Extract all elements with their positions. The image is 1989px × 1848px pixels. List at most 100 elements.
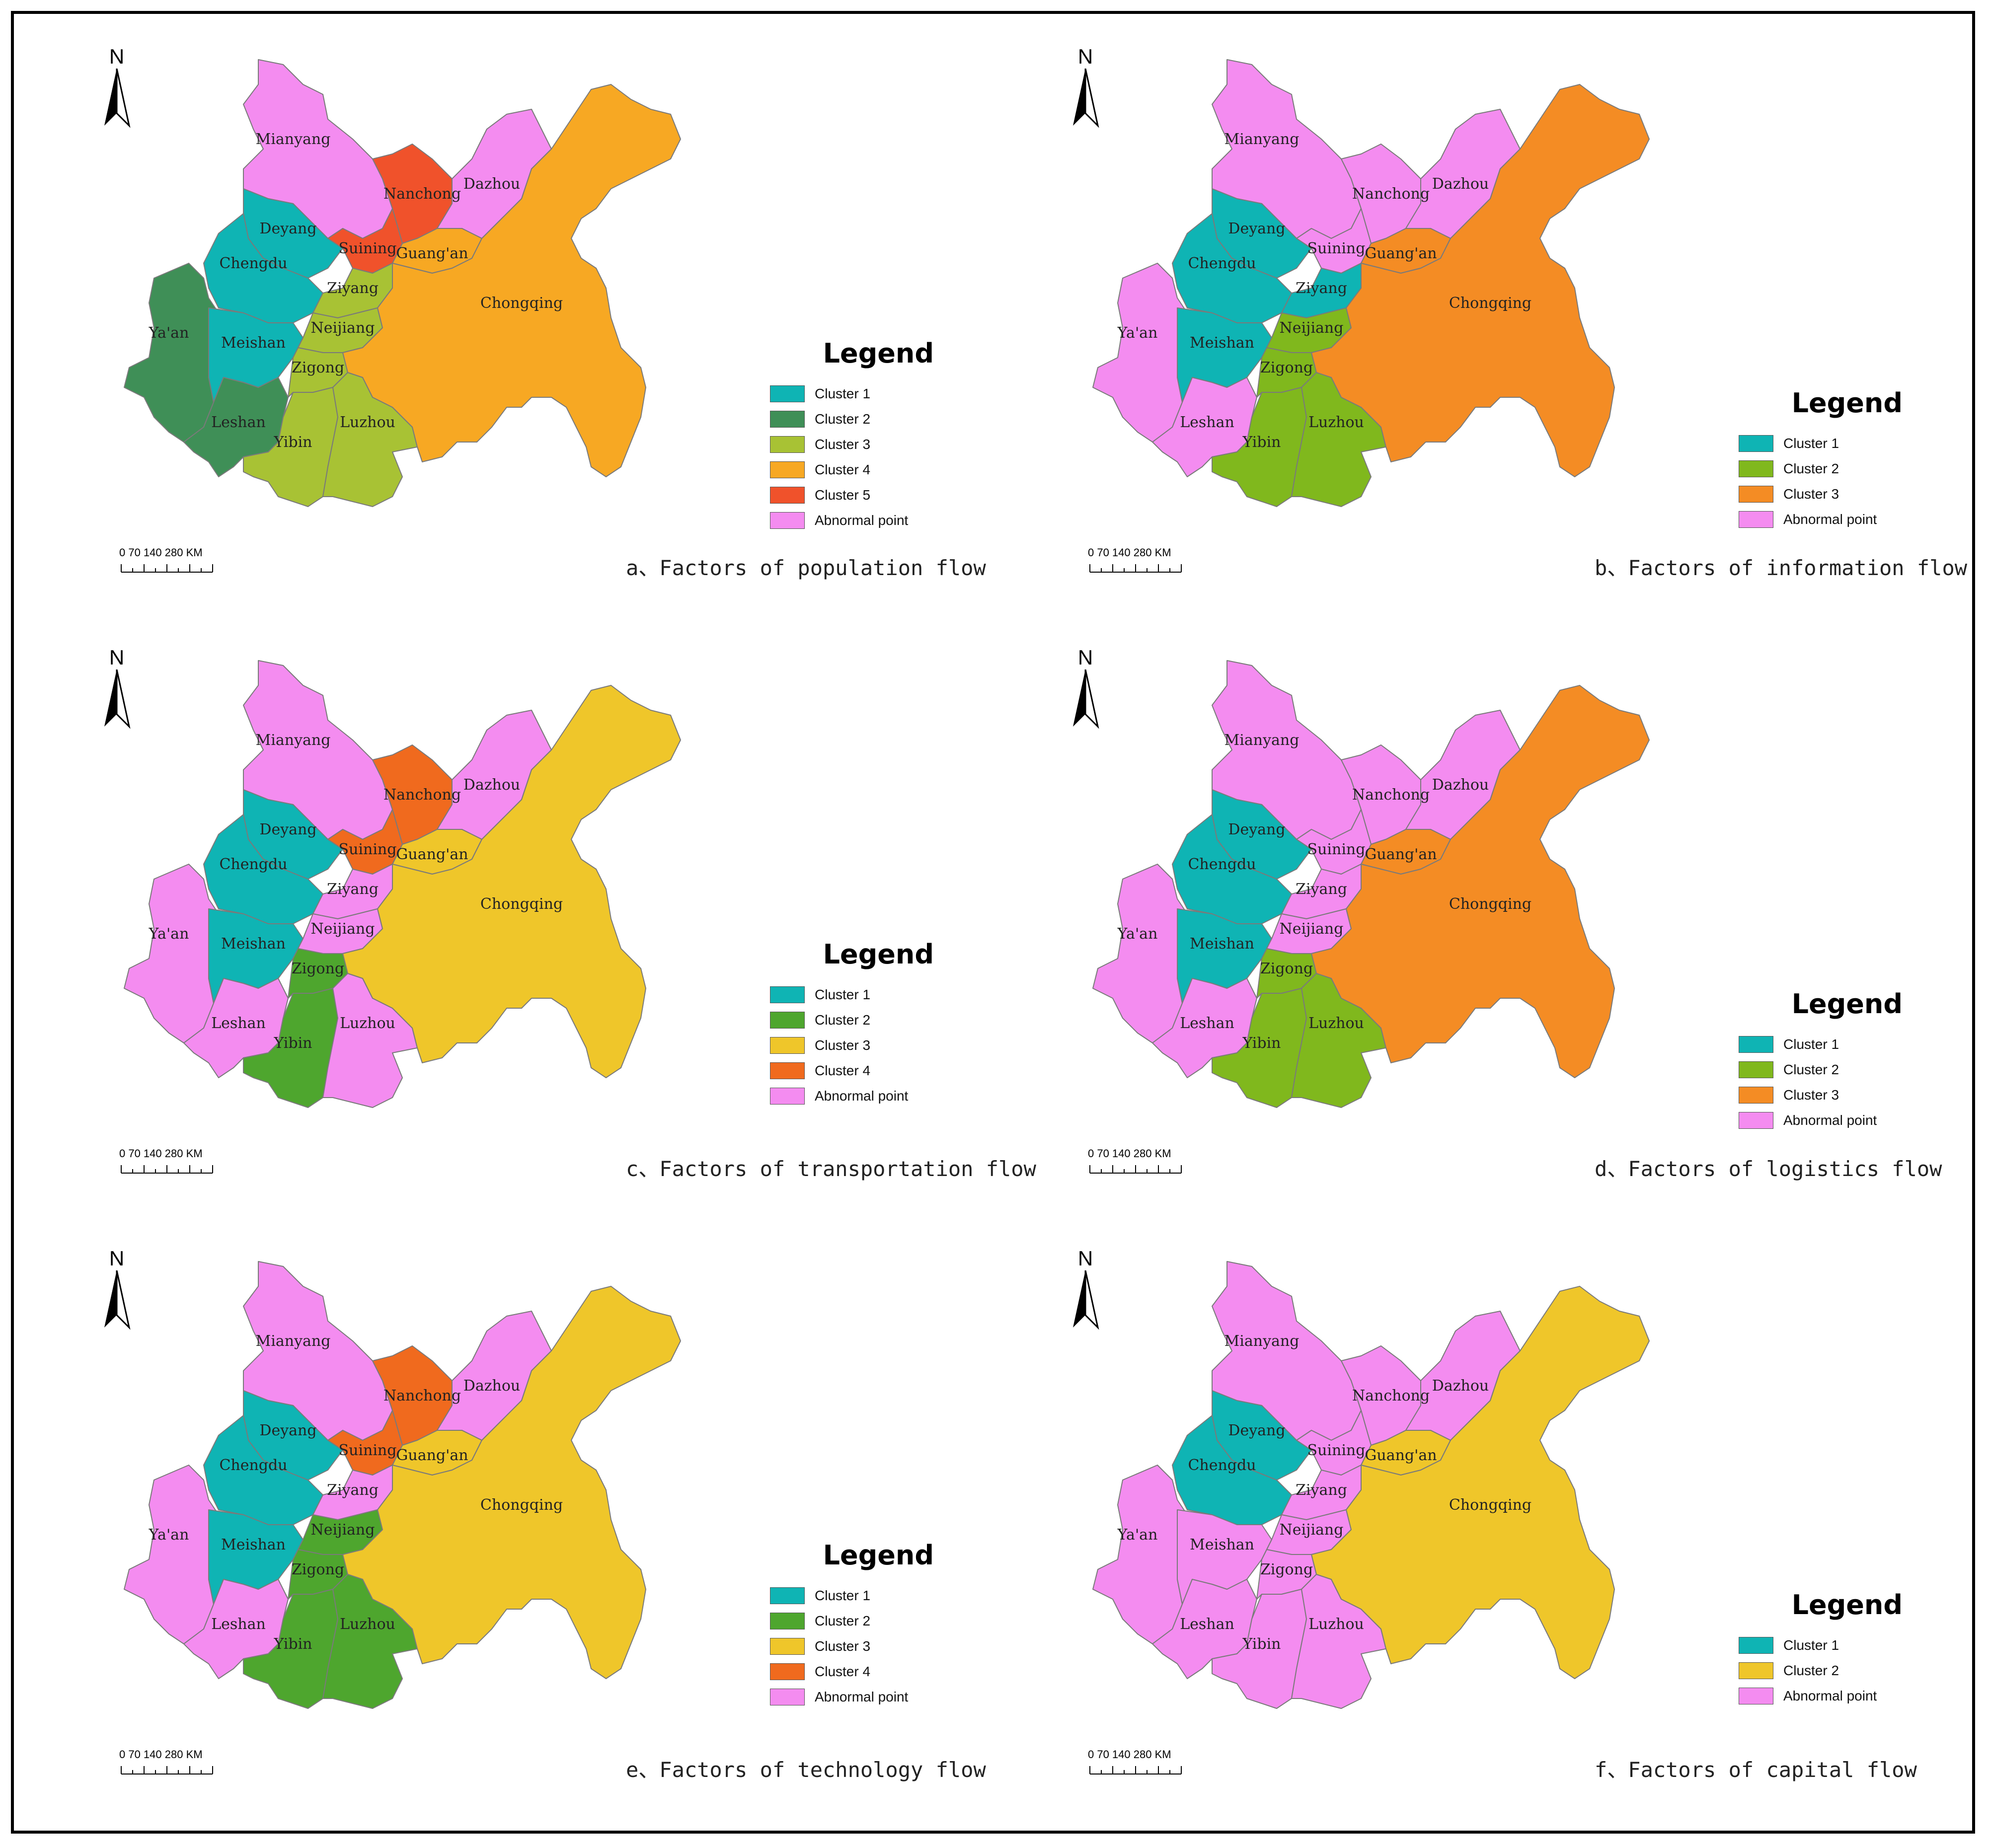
scale-bar-ruler bbox=[121, 564, 213, 573]
legend-label: Cluster 2 bbox=[815, 1012, 871, 1028]
city-label: Luzhou bbox=[340, 1616, 395, 1633]
city-label: Ziyang bbox=[327, 881, 379, 898]
legend-item: Abnormal point bbox=[770, 508, 934, 533]
legend-label: Cluster 1 bbox=[815, 385, 871, 401]
legend-swatch bbox=[770, 1688, 805, 1705]
city-label: Meishan bbox=[221, 935, 286, 953]
legend-item: Cluster 2 bbox=[1739, 1658, 1903, 1683]
city-label: Ya'an bbox=[1117, 1526, 1158, 1544]
city-label: Chongqing bbox=[1449, 895, 1531, 913]
legend-label: Cluster 5 bbox=[815, 487, 871, 503]
legend-swatch bbox=[770, 1663, 805, 1680]
legend-item: Cluster 3 bbox=[1739, 481, 1903, 507]
legend-item: Cluster 4 bbox=[770, 457, 934, 482]
legend-item: Cluster 2 bbox=[770, 406, 934, 432]
city-label: Deyang bbox=[1228, 1422, 1285, 1439]
north-arrow: N bbox=[94, 1247, 139, 1331]
legend-swatch bbox=[770, 986, 805, 1003]
legend: Legend Cluster 1 Cluster 2 Cluster 3 Abnorma… bbox=[1739, 988, 1903, 1133]
city-label: Guang'an bbox=[396, 846, 468, 863]
legend: Legend Cluster 1 Cluster 2 Cluster 3 Abnorma… bbox=[1739, 387, 1903, 532]
scale-bar-ruler bbox=[121, 1766, 213, 1774]
city-label: Ziyang bbox=[1296, 881, 1347, 898]
city-label: Chongqing bbox=[1449, 295, 1531, 312]
north-label: N bbox=[1077, 646, 1093, 669]
north-label: N bbox=[109, 646, 125, 669]
legend-item: Abnormal point bbox=[770, 1083, 934, 1109]
legend-swatch bbox=[1739, 1035, 1773, 1053]
legend-label: Cluster 2 bbox=[815, 1613, 871, 1628]
legend-label: Cluster 3 bbox=[815, 1037, 871, 1053]
legend-item: Abnormal point bbox=[770, 1684, 934, 1709]
city-label: Dazhou bbox=[463, 1377, 520, 1395]
legend: Legend Cluster 1 Cluster 2 Abnormal point bbox=[1739, 1589, 1903, 1708]
map-panel-e: Mianyang Deyang Chengdu Ya'an Meishan Leshan N… bbox=[20, 1222, 986, 1818]
city-label: Zigong bbox=[1260, 1561, 1313, 1578]
city-label: Yibin bbox=[1242, 1635, 1281, 1653]
north-arrow: N bbox=[94, 45, 139, 129]
city-label: Yibin bbox=[1242, 1035, 1281, 1052]
city-label: Ya'an bbox=[149, 1526, 189, 1544]
city-label: Neijiang bbox=[311, 319, 375, 337]
legend-label: Cluster 4 bbox=[815, 461, 871, 477]
city-label: Suining bbox=[1307, 1442, 1366, 1459]
city-label: Chengdu bbox=[219, 255, 287, 272]
map-panel-f: Mianyang Deyang Chengdu Ya'an Meishan Leshan N… bbox=[989, 1222, 1932, 1818]
city-label: Zigong bbox=[1260, 960, 1313, 977]
legend-swatch bbox=[770, 1612, 805, 1629]
legend-swatch bbox=[770, 512, 805, 529]
city-label: Deyang bbox=[1228, 220, 1285, 237]
legend-swatch bbox=[1739, 1061, 1773, 1078]
city-label: Ziyang bbox=[1296, 1481, 1347, 1499]
region-yaan bbox=[124, 263, 219, 443]
city-label: Mianyang bbox=[1224, 131, 1300, 148]
city-label: Neijiang bbox=[311, 920, 375, 938]
north-arrow-icon bbox=[104, 69, 131, 128]
region-chongqing bbox=[1311, 685, 1650, 1078]
city-label: Chengdu bbox=[1188, 255, 1256, 272]
city-label: Guang'an bbox=[396, 1447, 468, 1464]
legend-swatch bbox=[1739, 1636, 1773, 1654]
legend-item: Cluster 2 bbox=[770, 1608, 934, 1633]
legend-swatch bbox=[1739, 460, 1773, 477]
legend-label: Cluster 2 bbox=[1783, 1061, 1839, 1077]
city-label: Meishan bbox=[221, 1536, 286, 1553]
legend-swatch bbox=[1739, 435, 1773, 452]
city-label: Leshan bbox=[211, 1015, 266, 1032]
legend-swatch bbox=[770, 1637, 805, 1655]
city-label: Nanchong bbox=[383, 1387, 461, 1404]
legend-swatch bbox=[770, 1011, 805, 1029]
legend: Legend Cluster 1 Cluster 2 Cluster 3 Cluster… bbox=[770, 1540, 934, 1709]
map-panel-a: Mianyang Deyang Chengdu Ya'an Meishan Leshan N… bbox=[20, 20, 986, 616]
city-label: Luzhou bbox=[340, 1015, 395, 1032]
city-label: Suining bbox=[339, 841, 397, 858]
city-label: Neijiang bbox=[1280, 920, 1344, 938]
legend-label: Cluster 1 bbox=[1783, 435, 1839, 451]
legend-label: Cluster 3 bbox=[1783, 1087, 1839, 1103]
region-map: Mianyang Deyang Chengdu Ya'an Meishan Leshan N… bbox=[1092, 660, 1650, 1108]
city-label: Chengdu bbox=[219, 1457, 287, 1474]
legend-item: Cluster 1 bbox=[1739, 431, 1903, 456]
city-label: Mianyang bbox=[1224, 1332, 1300, 1350]
scale-bar-ruler bbox=[1089, 1165, 1182, 1174]
scale-bar: 0 70 140 280 KM bbox=[119, 546, 233, 576]
region-chongqing bbox=[342, 84, 681, 477]
city-label: Nanchong bbox=[383, 786, 461, 804]
city-label: Ya'an bbox=[1117, 324, 1158, 342]
legend-swatch bbox=[1739, 485, 1773, 503]
city-label: Suining bbox=[1307, 841, 1366, 858]
city-label: Neijiang bbox=[1280, 1521, 1344, 1539]
scale-bar: 0 70 140 280 KM bbox=[119, 1748, 233, 1778]
city-label: Suining bbox=[339, 240, 397, 257]
city-label: Chengdu bbox=[219, 856, 287, 873]
city-label: Deyang bbox=[1228, 821, 1285, 838]
region-map: Mianyang Deyang Chengdu Ya'an Meishan Leshan N… bbox=[124, 1261, 681, 1709]
city-label: Nanchong bbox=[1352, 786, 1430, 804]
city-label: Nanchong bbox=[383, 185, 461, 203]
panel-caption: f、Factors of capital flow bbox=[1595, 1758, 1917, 1782]
legend-swatch bbox=[1739, 1111, 1773, 1129]
city-label: Guang'an bbox=[1365, 245, 1437, 262]
city-label: Leshan bbox=[1180, 1015, 1234, 1032]
city-label: Dazhou bbox=[463, 776, 520, 794]
map-panel-b: Mianyang Deyang Chengdu Ya'an Meishan Leshan N… bbox=[989, 20, 1967, 616]
